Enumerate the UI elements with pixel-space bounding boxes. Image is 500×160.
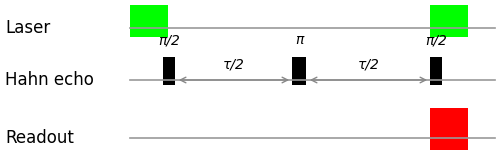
Text: Hahn echo: Hahn echo — [5, 71, 94, 89]
Bar — [430, 57, 442, 85]
Text: τ/2: τ/2 — [358, 58, 380, 72]
Text: Laser: Laser — [5, 19, 50, 37]
Bar — [430, 5, 468, 37]
Text: π: π — [295, 33, 303, 47]
Text: π/2: π/2 — [425, 33, 447, 47]
Bar — [163, 57, 175, 85]
Bar — [430, 108, 468, 150]
Text: τ/2: τ/2 — [223, 58, 245, 72]
Bar — [130, 5, 168, 37]
Text: π/2: π/2 — [158, 33, 180, 47]
Text: Readout: Readout — [5, 129, 74, 147]
Bar — [292, 57, 306, 85]
